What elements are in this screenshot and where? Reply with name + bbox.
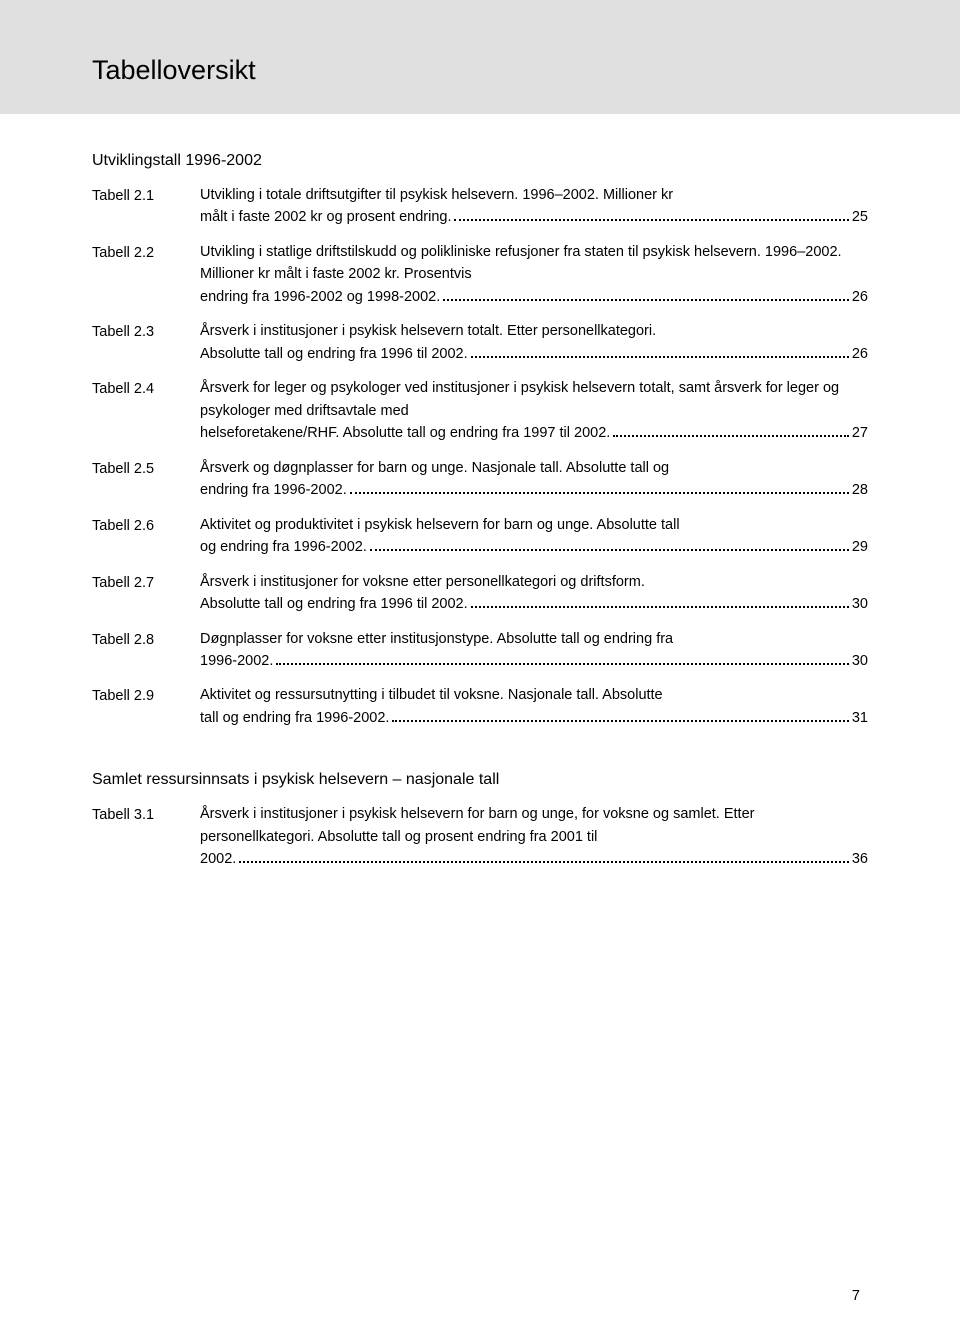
toc-row: Tabell 2.3 Årsverk i institusjoner i psy… xyxy=(92,320,868,365)
toc-page-number: 28 xyxy=(852,479,868,501)
toc-text: Årsverk og døgnplasser for barn og unge.… xyxy=(200,457,868,479)
toc-body: Aktivitet og ressursutnytting i tilbudet… xyxy=(200,684,868,729)
toc-label: Tabell 2.6 xyxy=(92,514,200,537)
toc-label: Tabell 2.2 xyxy=(92,241,200,264)
section-heading: Samlet ressursinnsats i psykisk helsever… xyxy=(92,771,868,789)
toc-body: Årsverk for leger og psykologer ved inst… xyxy=(200,377,868,444)
toc-last-text: Absolutte tall og endring fra 1996 til 2… xyxy=(200,343,468,365)
leader-dots xyxy=(239,861,849,863)
leader-dots xyxy=(471,606,849,608)
toc-page-number: 31 xyxy=(852,707,868,729)
toc-body: Døgnplasser for voksne etter institusjon… xyxy=(200,628,868,673)
toc-row: Tabell 2.2 Utvikling i statlige driftsti… xyxy=(92,241,868,308)
toc-body: Aktivitet og produktivitet i psykisk hel… xyxy=(200,514,868,559)
leader-dots xyxy=(613,435,849,437)
toc-page-number: 27 xyxy=(852,422,868,444)
toc-last-text: helseforetakene/RHF. Absolutte tall og e… xyxy=(200,422,610,444)
toc-page-number: 30 xyxy=(852,593,868,615)
toc-page-number: 26 xyxy=(852,343,868,365)
toc-text: Årsverk i institusjoner for voksne etter… xyxy=(200,571,868,593)
leader-dots xyxy=(370,549,849,551)
toc-last-text: 2002. xyxy=(200,848,236,870)
toc-row: Tabell 2.4 Årsverk for leger og psykolog… xyxy=(92,377,868,444)
toc-page-number: 25 xyxy=(852,206,868,228)
toc-body: Årsverk i institusjoner i psykisk helsev… xyxy=(200,803,868,870)
toc-label: Tabell 2.3 xyxy=(92,320,200,343)
title-band: Tabelloversikt xyxy=(0,0,960,114)
toc-label: Tabell 2.7 xyxy=(92,571,200,594)
content-area: Utviklingstall 1996-2002 Tabell 2.1 Utvi… xyxy=(0,152,960,871)
toc-last-text: tall og endring fra 1996-2002. xyxy=(200,707,389,729)
toc-text: Aktivitet og produktivitet i psykisk hel… xyxy=(200,514,868,536)
toc-label: Tabell 2.5 xyxy=(92,457,200,480)
toc-text: Utvikling i totale driftsutgifter til ps… xyxy=(200,184,868,206)
toc-last-text: og endring fra 1996-2002. xyxy=(200,536,367,558)
leader-dots xyxy=(454,219,848,221)
toc-text: Aktivitet og ressursutnytting i tilbudet… xyxy=(200,684,868,706)
toc-row: Tabell 2.7 Årsverk i institusjoner for v… xyxy=(92,571,868,616)
toc-text: Utvikling i statlige driftstilskudd og p… xyxy=(200,241,868,286)
leader-dots xyxy=(350,492,849,494)
toc-body: Årsverk i institusjoner i psykisk helsev… xyxy=(200,320,868,365)
toc-last-text: endring fra 1996-2002. xyxy=(200,479,347,501)
toc-body: Årsverk og døgnplasser for barn og unge.… xyxy=(200,457,868,502)
toc-page-number: 30 xyxy=(852,650,868,672)
leader-dots xyxy=(276,663,848,665)
toc-label: Tabell 2.8 xyxy=(92,628,200,651)
toc-label: Tabell 3.1 xyxy=(92,803,200,826)
toc-row: Tabell 2.6 Aktivitet og produktivitet i … xyxy=(92,514,868,559)
toc-row: Tabell 2.1 Utvikling i totale driftsutgi… xyxy=(92,184,868,229)
toc-body: Utvikling i totale driftsutgifter til ps… xyxy=(200,184,868,229)
toc-label: Tabell 2.1 xyxy=(92,184,200,207)
toc-text: Årsverk i institusjoner i psykisk helsev… xyxy=(200,803,868,848)
toc-body: Utvikling i statlige driftstilskudd og p… xyxy=(200,241,868,308)
toc-page-number: 26 xyxy=(852,286,868,308)
toc-body: Årsverk i institusjoner for voksne etter… xyxy=(200,571,868,616)
toc-text: Årsverk i institusjoner i psykisk helsev… xyxy=(200,320,868,342)
leader-dots xyxy=(392,720,848,722)
toc-last-text: målt i faste 2002 kr og prosent endring. xyxy=(200,206,451,228)
toc-row: Tabell 2.5 Årsverk og døgnplasser for ba… xyxy=(92,457,868,502)
toc-last-text: Absolutte tall og endring fra 1996 til 2… xyxy=(200,593,468,615)
toc-last-text: endring fra 1996-2002 og 1998-2002. xyxy=(200,286,440,308)
toc-row: Tabell 2.9 Aktivitet og ressursutnytting… xyxy=(92,684,868,729)
toc-page-number: 29 xyxy=(852,536,868,558)
toc-label: Tabell 2.9 xyxy=(92,684,200,707)
leader-dots xyxy=(471,356,849,358)
toc-last-text: 1996-2002. xyxy=(200,650,273,672)
toc-text: Døgnplasser for voksne etter institusjon… xyxy=(200,628,868,650)
page: Tabelloversikt Utviklingstall 1996-2002 … xyxy=(0,0,960,1342)
leader-dots xyxy=(443,299,849,301)
toc-row: Tabell 3.1 Årsverk i institusjoner i psy… xyxy=(92,803,868,870)
toc-label: Tabell 2.4 xyxy=(92,377,200,400)
toc-row: Tabell 2.8 Døgnplasser for voksne etter … xyxy=(92,628,868,673)
page-number: 7 xyxy=(852,1288,860,1304)
toc-text: Årsverk for leger og psykologer ved inst… xyxy=(200,377,868,422)
toc-page-number: 36 xyxy=(852,848,868,870)
section-heading: Utviklingstall 1996-2002 xyxy=(92,152,868,170)
page-title: Tabelloversikt xyxy=(92,55,960,86)
